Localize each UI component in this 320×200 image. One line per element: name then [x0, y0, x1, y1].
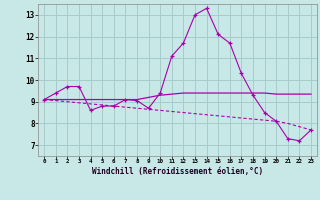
X-axis label: Windchill (Refroidissement éolien,°C): Windchill (Refroidissement éolien,°C): [92, 167, 263, 176]
